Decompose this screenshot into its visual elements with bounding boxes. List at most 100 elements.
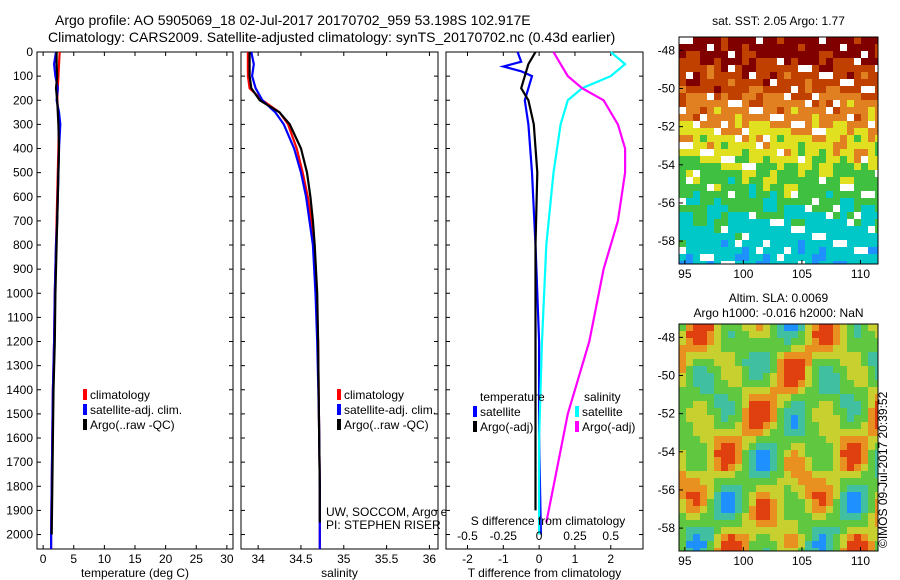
- sla-cell: [770, 366, 777, 373]
- legend-label: satellite: [582, 405, 623, 419]
- sla-cell: [735, 436, 742, 443]
- sst-cell: [721, 44, 728, 51]
- sla-cell: [875, 436, 878, 443]
- sla-cell: [707, 345, 714, 352]
- sla-cell: [735, 513, 742, 520]
- sla-cell: [693, 527, 700, 534]
- sla-cell: [861, 352, 868, 359]
- sla-cell: [700, 471, 707, 478]
- sst-cell: [735, 205, 742, 212]
- sst-cell: [742, 114, 749, 121]
- sla-cell: [868, 506, 875, 513]
- sla-cell: [826, 527, 833, 534]
- sst-cell: [700, 44, 707, 51]
- sla-cell: [770, 443, 777, 450]
- sla-cell: [714, 478, 721, 485]
- sst-cell: [840, 226, 847, 233]
- sla-cell: [686, 464, 693, 471]
- sst-cell: [826, 44, 833, 51]
- sla-cell: [686, 324, 693, 331]
- sla-cell: [798, 324, 805, 331]
- sst-cell: [707, 128, 714, 135]
- map-x-tick-label: 100: [733, 267, 753, 281]
- sla-cell: [826, 506, 833, 513]
- sst-cell: [819, 198, 826, 205]
- sst-cell: [714, 135, 721, 142]
- sst-cell: [875, 233, 878, 240]
- sla-cell: [798, 422, 805, 429]
- sst-cell: [791, 58, 798, 65]
- sst-cell: [693, 79, 700, 86]
- sla-cell: [784, 338, 791, 345]
- sst-cell: [756, 191, 763, 198]
- sla-cell: [868, 415, 875, 422]
- sla-cell: [749, 492, 756, 499]
- sla-cell: [805, 478, 812, 485]
- sst-cell: [868, 72, 875, 79]
- sla-cell: [693, 548, 700, 551]
- sst-cell: [875, 114, 878, 121]
- sst-cell: [819, 247, 826, 254]
- sla-cell: [840, 527, 847, 534]
- sla-cell: [854, 331, 861, 338]
- sst-cell: [868, 149, 875, 156]
- sla-cell: [756, 380, 763, 387]
- sla-cell: [805, 338, 812, 345]
- sla-cell: [833, 394, 840, 401]
- sst-cell: [686, 170, 693, 177]
- sla-cell: [854, 366, 861, 373]
- sla-cell: [805, 492, 812, 499]
- sla-cell: [770, 345, 777, 352]
- sst-cell: [791, 93, 798, 100]
- sla-cell: [840, 436, 847, 443]
- sla-cell: [805, 443, 812, 450]
- sla-cell: [854, 338, 861, 345]
- sst-cell: [763, 163, 770, 170]
- sla-cell: [686, 338, 693, 345]
- sla-cell: [777, 352, 784, 359]
- sla-cell: [686, 478, 693, 485]
- sla-cell: [833, 422, 840, 429]
- sst-cell: [742, 100, 749, 107]
- sst-cell: [819, 254, 826, 261]
- sla-cell: [833, 457, 840, 464]
- sla-cell: [826, 324, 833, 331]
- sla-cell: [721, 527, 728, 534]
- sla-cell: [679, 415, 686, 422]
- sst-cell: [812, 100, 819, 107]
- salinity-frame: [240, 51, 439, 550]
- sla-cell: [875, 520, 878, 527]
- sst-cell: [833, 93, 840, 100]
- sla-cell: [693, 450, 700, 457]
- sla-cell: [693, 429, 700, 436]
- sla-cell: [819, 422, 826, 429]
- sst-cell: [679, 149, 686, 156]
- sst-cell: [693, 51, 700, 58]
- sla-cell: [819, 492, 826, 499]
- sla-cell: [714, 436, 721, 443]
- sla-cell: [756, 401, 763, 408]
- sst-cell: [679, 135, 686, 142]
- sst-cell: [826, 65, 833, 72]
- sla-cell: [721, 492, 728, 499]
- sla-cell: [791, 345, 798, 352]
- sst-cell: [693, 107, 700, 114]
- sst-cell: [700, 219, 707, 226]
- sla-cell: [854, 394, 861, 401]
- sst-cell: [770, 72, 777, 79]
- sst-cell: [875, 212, 878, 219]
- sst-cell: [763, 149, 770, 156]
- sst-cell: [693, 226, 700, 233]
- sla-cell: [847, 527, 854, 534]
- sst-cell: [805, 212, 812, 219]
- sst-cell: [875, 177, 878, 184]
- sst-cell: [833, 72, 840, 79]
- sla-cell: [854, 478, 861, 485]
- sst-cell: [756, 51, 763, 58]
- sst-cell: [714, 114, 721, 121]
- sst-cell: [784, 149, 791, 156]
- sla-cell: [735, 527, 742, 534]
- sla-cell: [770, 394, 777, 401]
- sla-cell: [770, 513, 777, 520]
- sla-cell: [735, 380, 742, 387]
